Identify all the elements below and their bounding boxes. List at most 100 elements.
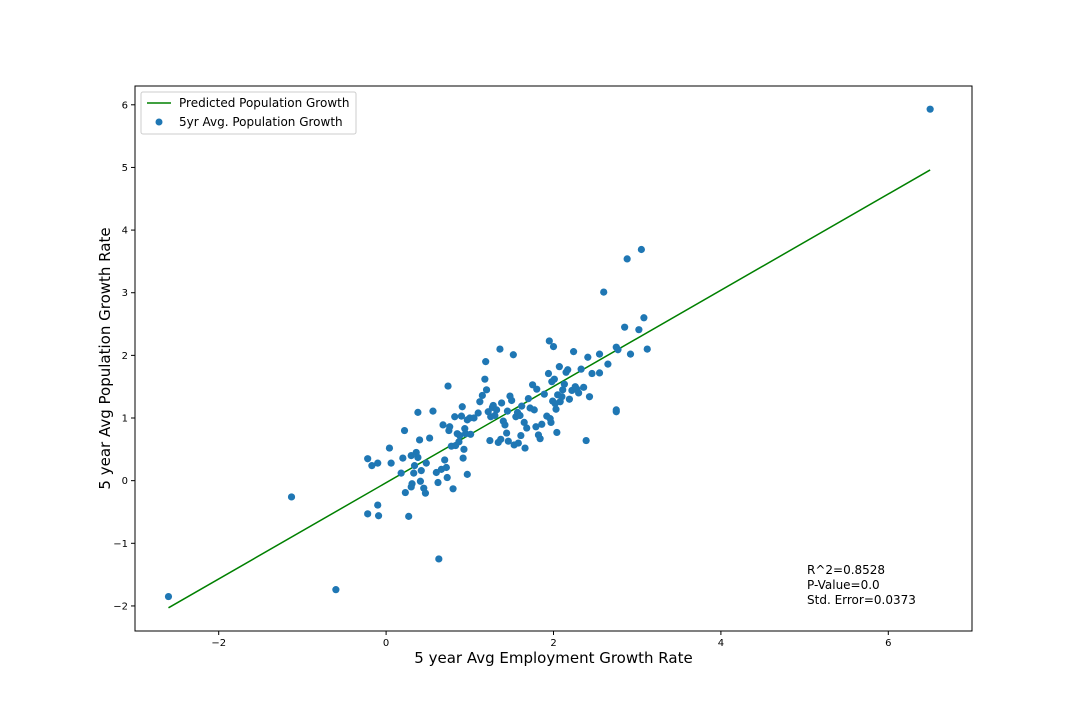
- x-tick-label: −2: [211, 638, 226, 649]
- scatter-point: [470, 414, 478, 422]
- scatter-point: [426, 434, 434, 442]
- scatter-point: [400, 426, 409, 435]
- scatter-point: [410, 462, 419, 470]
- scatter-point: [547, 418, 555, 426]
- scatter-point: [564, 366, 572, 374]
- scatter-point: [584, 353, 592, 361]
- stats-annotation: R^2=0.8528 P-Value=0.0 Std. Error=0.0373: [807, 563, 916, 607]
- scatter-point: [501, 421, 509, 429]
- scatter-point: [565, 395, 574, 403]
- y-tick-label: −1: [113, 539, 128, 550]
- regression-line: [168, 169, 931, 609]
- scatter-point: [459, 454, 467, 462]
- scatter-point: [482, 386, 491, 394]
- scatter-point: [460, 445, 468, 453]
- scatter-point: [498, 399, 506, 407]
- scatter-point: [482, 358, 490, 366]
- scatter-point: [604, 360, 612, 368]
- scatter-point: [626, 350, 635, 358]
- scatter-point: [374, 512, 383, 520]
- scatter-point: [455, 438, 463, 446]
- scatter-point: [491, 411, 499, 420]
- plot-area: [164, 105, 934, 609]
- scatter-point: [408, 480, 416, 488]
- x-axis-ticks: −2 0 2 4 6: [211, 631, 891, 649]
- scatter-point: [492, 406, 501, 414]
- scatter-point: [582, 436, 590, 445]
- scatter-point: [446, 423, 454, 431]
- scatter-point: [621, 323, 629, 331]
- scatter-point: [580, 383, 588, 391]
- scatter-point: [486, 436, 494, 445]
- legend-label-scatter: 5yr Avg. Population Growth: [179, 115, 343, 129]
- scatter-point: [623, 255, 631, 263]
- scatter-point: [595, 369, 604, 377]
- scatter-point: [385, 444, 394, 452]
- scatter-point: [474, 409, 482, 417]
- legend: Predicted Population Growth 5yr Avg. Pop…: [140, 91, 357, 135]
- y-tick-label: 5: [122, 163, 128, 174]
- y-tick-label: 0: [122, 476, 128, 487]
- scatter-point: [635, 326, 643, 334]
- scatter-point: [332, 586, 340, 594]
- x-tick-label: 0: [383, 638, 389, 649]
- scatter-point: [643, 345, 651, 353]
- scatter-point: [421, 489, 430, 497]
- x-tick-label: 2: [550, 638, 556, 649]
- scatter-point: [458, 403, 466, 411]
- scatter-point: [416, 477, 425, 485]
- y-tick-label: −2: [113, 601, 128, 612]
- scatter-point: [387, 459, 395, 467]
- x-tick-label: 6: [885, 638, 891, 649]
- scatter-point: [544, 369, 553, 378]
- scatter-point: [926, 105, 934, 113]
- scatter-point: [405, 512, 413, 520]
- scatter-point: [449, 485, 457, 493]
- scatter-point: [368, 462, 376, 470]
- scatter-point: [533, 385, 541, 393]
- regression-layer: [168, 169, 931, 609]
- scatter-point: [577, 365, 585, 373]
- scatter-point: [588, 369, 596, 378]
- y-axis-label: 5 year Avg Population Growth Rate: [96, 227, 114, 489]
- scatter-point: [435, 555, 443, 563]
- scatter-point: [397, 469, 405, 477]
- scatter-point: [287, 493, 296, 501]
- scatter-point: [410, 469, 418, 477]
- scatter-point: [517, 431, 525, 440]
- scatter-point: [374, 459, 382, 467]
- scatter-point: [444, 382, 452, 390]
- scatter-point: [637, 245, 645, 254]
- scatter-point: [575, 389, 583, 397]
- scatter-point: [414, 408, 422, 416]
- scatter-point: [530, 406, 538, 414]
- scatter-point: [552, 405, 560, 413]
- scatter-point: [476, 398, 484, 406]
- scatter-point: [524, 394, 532, 403]
- x-axis-label: 5 year Avg Employment Growth Rate: [414, 649, 692, 667]
- scatter-point: [497, 435, 505, 443]
- scatter-point: [538, 420, 546, 428]
- scatter-point: [417, 467, 425, 475]
- scatter-point: [467, 430, 475, 438]
- scatter-point: [555, 363, 563, 371]
- scatter-point: [364, 510, 372, 518]
- legend-box: [140, 91, 357, 135]
- scatter-point: [463, 470, 471, 478]
- y-tick-label: 6: [122, 100, 128, 111]
- scatter-point: [441, 456, 449, 464]
- scatter-point: [415, 436, 424, 444]
- scatter-point: [364, 455, 372, 463]
- scatter-point: [560, 380, 568, 388]
- scatter-point: [516, 411, 524, 420]
- scatter-point: [496, 345, 504, 353]
- scatter-point: [521, 444, 529, 452]
- y-tick-label: 4: [122, 226, 128, 237]
- scatter-point: [585, 393, 594, 401]
- scatter-point: [536, 435, 544, 443]
- scatter-point: [374, 501, 382, 509]
- y-tick-label: 3: [122, 288, 128, 299]
- y-tick-label: 1: [122, 414, 128, 425]
- scatter-point: [509, 351, 517, 359]
- scatter-point: [422, 459, 430, 467]
